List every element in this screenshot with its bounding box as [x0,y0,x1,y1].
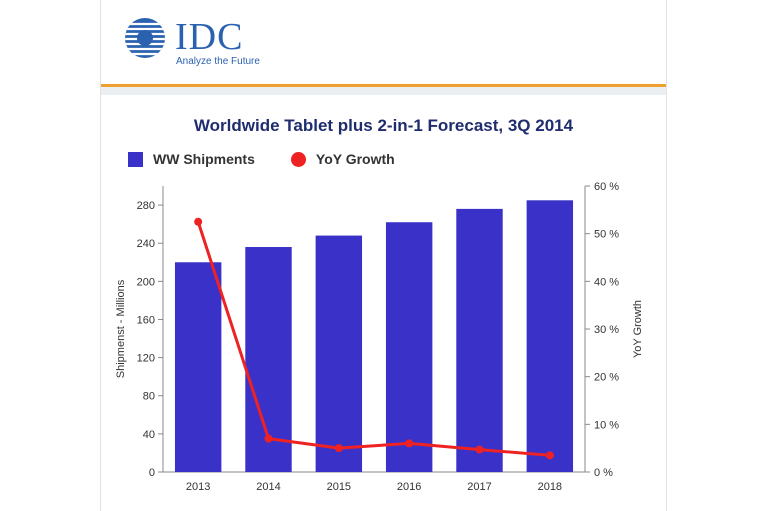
growth-point-2016[interactable] [405,439,414,448]
bar-2013[interactable] [174,262,222,472]
x-tick-label: 2017 [467,481,491,493]
header-band [101,87,666,95]
y2-axis-title: YoY Growth [632,300,644,358]
growth-point-2017[interactable] [475,445,484,454]
chart-title: Worldwide Tablet plus 2-in-1 Forecast, 3… [193,116,574,135]
x-tick-label: 2013 [186,481,210,493]
legend-label-shipments: WW Shipments [153,151,255,167]
legend-bar-swatch [128,151,143,167]
y-tick-label: 0 [149,467,155,479]
tick-labels: 0 40 80 120 160 200 240 280 0 % 10 % 20 % 30 % 40 % 5… [115,181,644,493]
bar-2018[interactable] [526,200,574,473]
x-tick-label: 2015 [327,481,351,493]
line-series [194,217,554,460]
y2-tick-label: 10 % [594,419,619,431]
legend-dot-swatch [290,151,306,167]
growth-point-2018[interactable] [545,451,554,460]
idc-logo[interactable]: IDC Analyze the Future [121,12,311,72]
y2-tick-label: 0 % [594,467,613,479]
y2-tick-label: 30 % [594,324,619,336]
y2-tick-label: 60 % [594,181,619,193]
y-axis-title: Shipmenst - Millions [115,279,127,378]
x-tick-label: 2018 [538,481,562,493]
growth-point-2013[interactable] [194,217,203,226]
globe-logo-icon [125,18,165,58]
growth-point-2015[interactable] [334,444,343,453]
legend-label-growth: YoY Growth [315,151,395,167]
chart-axes [158,185,590,473]
y-tick-label: 200 [137,276,155,288]
y2-tick-label: 20 % [594,372,619,384]
growth-line [196,221,550,457]
y-tick-label: 280 [137,200,155,212]
logo-tagline: Analyze the Future [176,56,260,67]
header-rule [101,84,666,87]
y-tick-label: 120 [137,353,155,365]
bar-series [174,200,574,473]
y-tick-label: 240 [137,238,155,250]
chart-legend: WW Shipments YoY Growth [128,148,431,170]
y2-tick-label: 50 % [594,229,619,241]
y-tick-label: 40 [143,429,155,441]
legend-item-growth[interactable]: YoY Growth [290,151,395,167]
y2-tick-label: 40 % [594,276,619,288]
bar-2017[interactable] [456,208,503,472]
bar-2016[interactable] [385,222,433,472]
y-tick-label: 80 [143,391,155,403]
logo-wordmark: IDC [175,16,244,58]
bar-2015[interactable] [315,235,363,472]
x-tick-label: 2014 [256,481,280,493]
y-tick-label: 160 [137,314,155,326]
legend-item-shipments[interactable]: WW Shipments [128,151,255,167]
x-tick-label: 2016 [397,481,421,493]
growth-point-2014[interactable] [264,434,273,443]
